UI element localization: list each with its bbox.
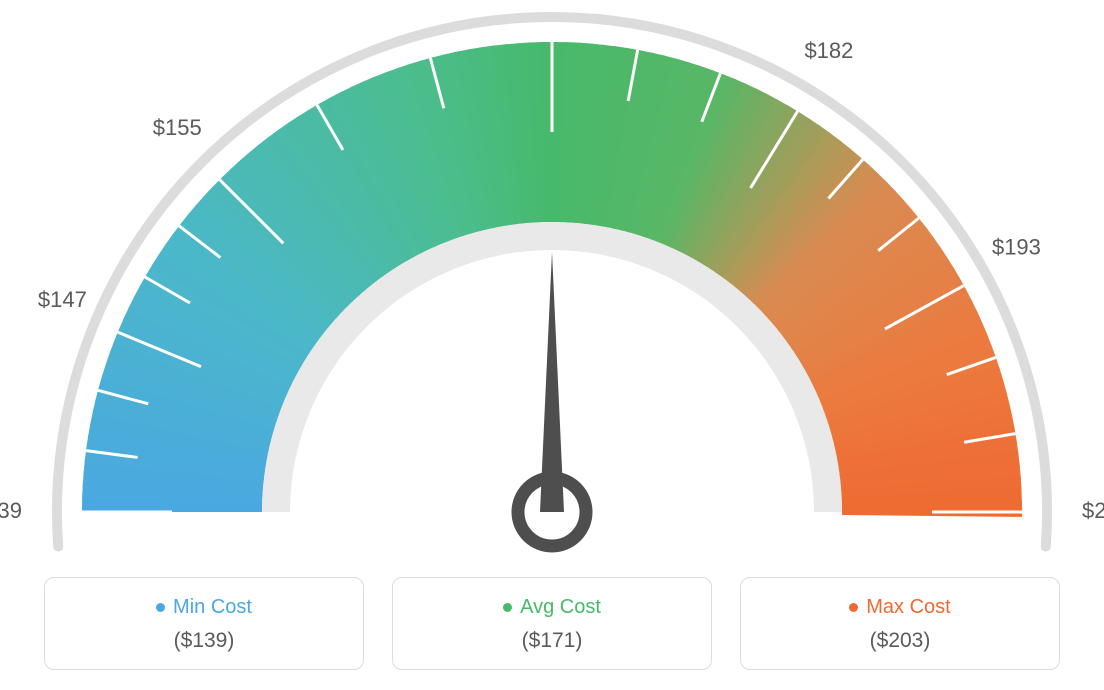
- legend-dot-min: [156, 603, 165, 612]
- legend-dot-avg: [503, 603, 512, 612]
- legend-row: Min Cost ($139) Avg Cost ($171) Max Cost…: [0, 577, 1104, 670]
- legend-card-avg: Avg Cost ($171): [392, 577, 712, 670]
- legend-title-max: Max Cost: [866, 596, 950, 619]
- svg-text:$139: $139: [0, 498, 22, 523]
- legend-title-avg: Avg Cost: [520, 596, 601, 619]
- svg-text:$182: $182: [804, 38, 853, 63]
- legend-dot-max: [849, 603, 858, 612]
- gauge-chart: $139$147$155$171$182$193$203: [0, 0, 1104, 560]
- legend-card-min: Min Cost ($139): [44, 577, 364, 670]
- svg-text:$193: $193: [992, 235, 1041, 260]
- legend-title-min: Min Cost: [173, 596, 252, 619]
- legend-card-max: Max Cost ($203): [740, 577, 1060, 670]
- svg-text:$203: $203: [1082, 498, 1104, 523]
- svg-text:$155: $155: [153, 115, 202, 140]
- legend-value-min: ($139): [53, 629, 355, 653]
- cost-gauge-container: $139$147$155$171$182$193$203 Min Cost ($…: [0, 0, 1104, 690]
- legend-value-max: ($203): [749, 629, 1051, 653]
- legend-value-avg: ($171): [401, 629, 703, 653]
- svg-text:$147: $147: [38, 287, 87, 312]
